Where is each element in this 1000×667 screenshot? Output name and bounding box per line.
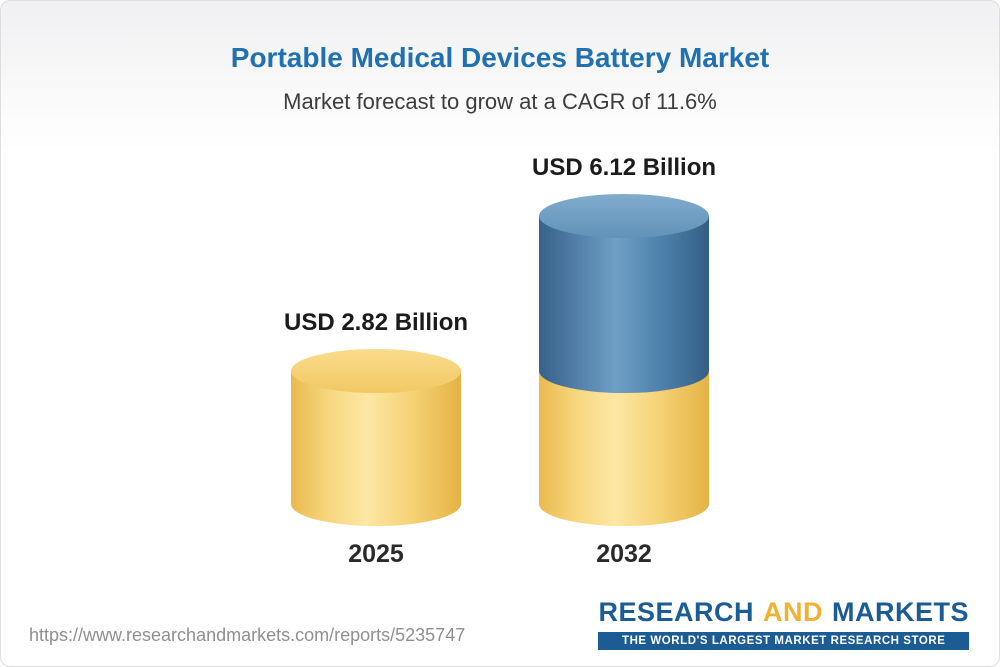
header-background (1, 1, 999, 151)
logo-wordmark: RESEARCH AND MARKETS (598, 597, 969, 628)
cylinder-top-ellipse (539, 194, 709, 239)
cylinder-2032 (539, 194, 709, 526)
logo-word-research: RESEARCH (598, 597, 754, 627)
logo-tagline: THE WORLD'S LARGEST MARKET RESEARCH STOR… (598, 632, 969, 650)
logo-word-markets: MARKETS (832, 597, 969, 627)
cylinder-top-ellipse (291, 349, 461, 394)
cylinder-segment-yellow (291, 349, 461, 526)
logo-word-and: AND (763, 597, 823, 627)
chart-title: Portable Medical Devices Battery Market (230, 42, 770, 73)
value-label-2032: USD 6.12 Billion (531, 154, 717, 182)
year-label-2025: 2025 (348, 540, 404, 568)
cylinder-body (291, 371, 461, 504)
cylinder-2025 (291, 349, 461, 526)
research-and-markets-logo: RESEARCH AND MARKETS THE WORLD'S LARGEST… (598, 597, 969, 650)
bar-group-2032: USD 6.12 Billion 2032 (532, 154, 716, 569)
year-label-2032: 2032 (596, 540, 652, 568)
cylinder-body (539, 371, 709, 504)
cylinder-segment-blue (539, 194, 709, 394)
chart-subtitle: Market forecast to grow at a CAGR of 11.… (283, 89, 717, 114)
report-url-link[interactable]: https://www.researchandmarkets.com/repor… (29, 625, 466, 645)
bar-group-2025: USD 2.82 Billion 2025 (284, 309, 468, 569)
value-label-2025: USD 2.82 Billion (283, 309, 469, 337)
cylinder-body (539, 216, 709, 372)
